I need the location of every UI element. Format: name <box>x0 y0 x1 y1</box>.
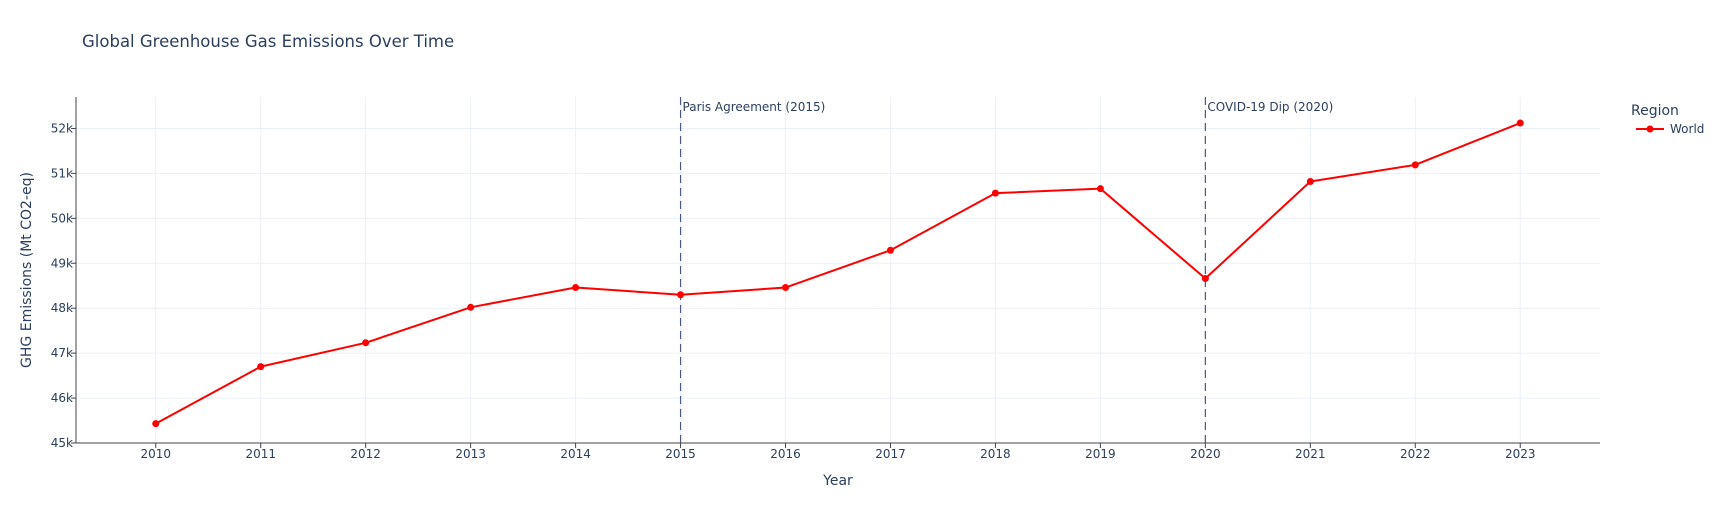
x-axis-ticks: 2010 2011 2012 2013 2014 2015 2016 2017 2018 2019… <box>140 443 1536 461</box>
x-tick-label: 2022 <box>1400 447 1431 461</box>
x-tick-label: 2013 <box>455 447 486 461</box>
x-tick-label: 2018 <box>980 447 1011 461</box>
x-tick-label: 2014 <box>560 447 591 461</box>
x-tick-label: 2010 <box>140 447 171 461</box>
data-point <box>1201 275 1209 283</box>
series-world <box>152 119 1524 428</box>
series-line <box>155 122 1521 425</box>
y-tick-label: 49k <box>51 256 73 270</box>
legend-item-world[interactable]: World <box>1670 122 1704 136</box>
y-tick-label: 51k <box>51 166 73 180</box>
x-tick-label: 2015 <box>665 447 696 461</box>
x-tick-label: 2012 <box>350 447 381 461</box>
x-tick-label: 2011 <box>245 447 276 461</box>
annotation-lines <box>679 97 1206 443</box>
x-tick-label: 2020 <box>1190 447 1221 461</box>
legend-title: Region <box>1631 103 1679 119</box>
chart-title: Global Greenhouse Gas Emissions Over Tim… <box>82 32 454 51</box>
annotation-labels: Paris Agreement (2015) COVID-19 Dip (2020… <box>683 100 1334 114</box>
data-point <box>467 303 475 311</box>
y-tick-label: 47k <box>51 346 73 360</box>
x-tick-label: 2021 <box>1295 447 1326 461</box>
y-axis-ticks: 45k 46k 47k 48k 49k 50k 51k 52k <box>51 121 76 450</box>
data-point <box>572 284 580 292</box>
annotation-label: COVID-19 Dip (2020) <box>1207 100 1333 114</box>
y-tick-label: 48k <box>51 301 73 315</box>
data-point <box>257 363 265 371</box>
axes <box>75 97 1600 444</box>
data-point <box>1516 119 1524 127</box>
x-tick-label: 2023 <box>1505 447 1536 461</box>
data-point <box>362 339 370 347</box>
legend[interactable]: Region World <box>1631 103 1704 136</box>
data-point <box>886 246 894 254</box>
y-tick-label: 50k <box>51 211 73 225</box>
y-axis-title: GHG Emissions (Mt CO2-eq) <box>19 172 35 368</box>
data-point <box>152 420 160 428</box>
data-point <box>782 284 790 292</box>
y-tick-label: 52k <box>51 121 73 135</box>
data-point <box>1411 161 1419 169</box>
data-point <box>1096 185 1104 193</box>
x-tick-label: 2017 <box>875 447 906 461</box>
x-tick-label: 2016 <box>770 447 801 461</box>
data-point <box>677 291 685 299</box>
legend-marker-icon <box>1646 125 1654 133</box>
y-tick-label: 46k <box>51 391 73 405</box>
annotation-label: Paris Agreement (2015) <box>683 100 826 114</box>
data-point <box>991 189 999 197</box>
x-axis-title: Year <box>822 473 853 489</box>
y-tick-label: 45k <box>51 436 73 450</box>
data-point <box>1306 177 1314 185</box>
x-tick-label: 2019 <box>1085 447 1116 461</box>
grid <box>76 97 1600 444</box>
